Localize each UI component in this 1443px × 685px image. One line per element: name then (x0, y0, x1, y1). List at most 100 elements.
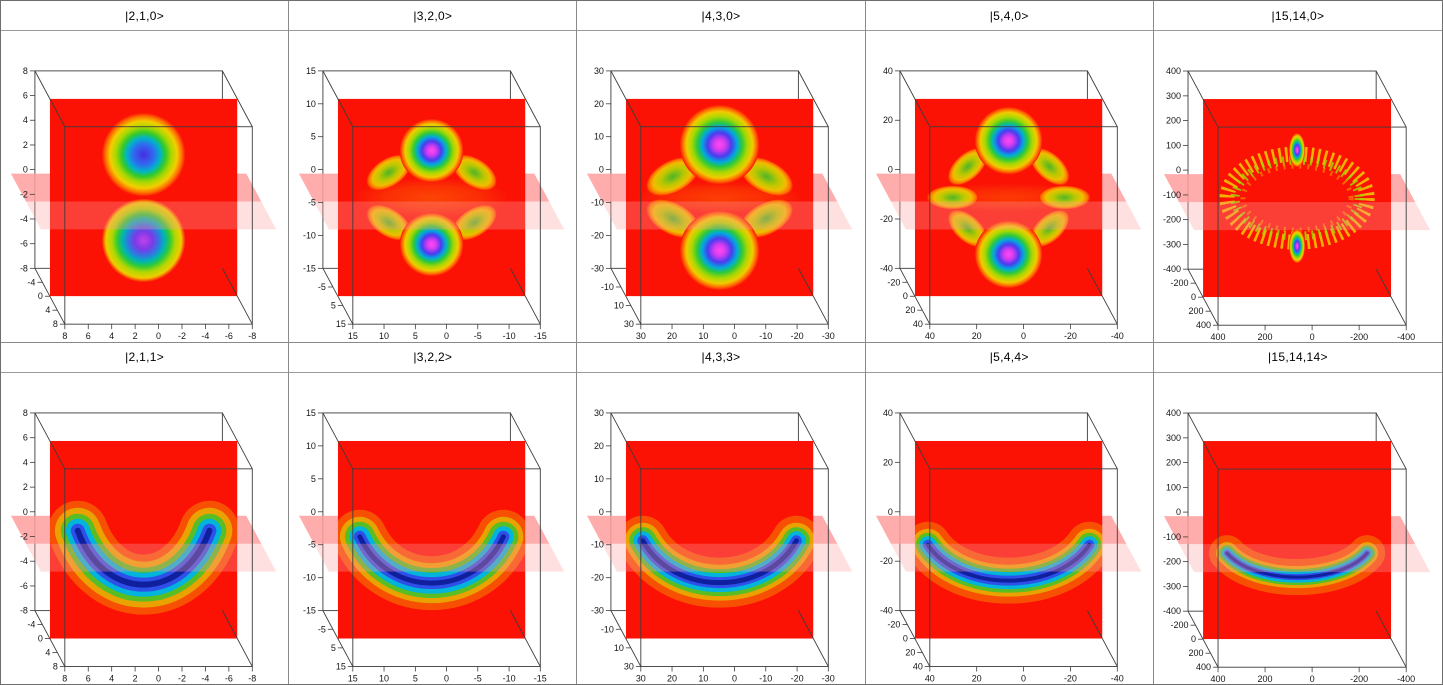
svg-text:200: 200 (1257, 332, 1272, 342)
svg-text:10: 10 (614, 642, 624, 652)
subplot-title: |2,1,1> (1, 343, 289, 373)
svg-text:-15: -15 (303, 263, 316, 273)
svg-text:20: 20 (905, 647, 915, 657)
svg-text:-6: -6 (20, 239, 28, 249)
svg-text:20: 20 (971, 673, 981, 683)
svg-text:400: 400 (1166, 408, 1181, 418)
svg-text:-6: -6 (225, 331, 233, 341)
svg-text:20: 20 (667, 673, 677, 683)
svg-text:-6: -6 (20, 580, 28, 590)
svg-text:200: 200 (1166, 457, 1181, 467)
svg-text:20: 20 (905, 305, 915, 315)
svg-text:-400: -400 (1397, 674, 1415, 684)
subplot-title: |3,2,0> (289, 1, 577, 31)
subplot-title: |3,2,2> (289, 343, 577, 373)
svg-text:-300: -300 (1163, 581, 1181, 591)
svg-text:0: 0 (599, 506, 604, 516)
svg-text:0: 0 (156, 331, 161, 341)
density-slice (338, 98, 526, 297)
svg-text:20: 20 (883, 457, 893, 467)
svg-text:0: 0 (23, 165, 28, 175)
svg-text:-30: -30 (591, 605, 604, 615)
subplot-cell-2: |3,2,0> 15 10 5 0 -5 -10 -15 15 10 5 0 -5 -10 -15 -5 5 1… (289, 1, 578, 343)
svg-text:0: 0 (156, 673, 161, 683)
svg-text:0: 0 (311, 165, 316, 175)
svg-text:-100: -100 (1163, 531, 1181, 541)
subplot-cell-5: |15,14,0> 400 300 200 100 0 -100 -200 -300 -400 4… (1153, 1, 1442, 343)
svg-text:-20: -20 (591, 230, 604, 240)
svg-text:10: 10 (379, 331, 389, 341)
svg-text:-200: -200 (1170, 620, 1188, 630)
subplot-cell-10: |15,14,14> 400 300 200 100 0 -100 -200 -300 -400… (1153, 342, 1442, 684)
svg-text:-5: -5 (308, 198, 316, 208)
svg-text:0: 0 (599, 165, 604, 175)
svg-text:400: 400 (1210, 674, 1225, 684)
svg-text:5: 5 (331, 301, 336, 311)
svg-text:0: 0 (1191, 634, 1196, 644)
svg-text:40: 40 (883, 407, 893, 417)
svg-text:0: 0 (38, 291, 43, 301)
svg-text:40: 40 (883, 66, 893, 76)
subplot-title: |4,3,3> (577, 343, 865, 373)
svg-text:4: 4 (23, 115, 28, 125)
svg-text:-5: -5 (318, 624, 326, 634)
subplot-plot-area: 400 300 200 100 0 -100 -200 -300 -400 400 200 0 -200… (1154, 31, 1442, 342)
subplot-plot-area: 30 20 10 0 -10 -20 -30 30 20 10 0 -10 -20 -30 -10 10 30 (577, 373, 864, 685)
svg-text:0: 0 (732, 673, 737, 683)
svg-text:-300: -300 (1163, 239, 1181, 249)
svg-text:20: 20 (594, 440, 604, 450)
cut-plane-front (25, 543, 277, 572)
svg-text:15: 15 (336, 319, 346, 329)
subplot-title: |5,4,4> (865, 343, 1153, 373)
svg-text:15: 15 (306, 407, 316, 417)
svg-text:0: 0 (1309, 674, 1314, 684)
svg-text:4: 4 (45, 647, 50, 657)
svg-text:6: 6 (86, 331, 91, 341)
svg-text:-20: -20 (791, 673, 804, 683)
svg-text:5: 5 (413, 331, 418, 341)
svg-text:0: 0 (23, 506, 28, 516)
svg-text:0: 0 (902, 291, 907, 301)
svg-text:200: 200 (1257, 674, 1272, 684)
svg-text:100: 100 (1166, 482, 1181, 492)
svg-text:20: 20 (594, 99, 604, 109)
svg-text:-8: -8 (20, 605, 28, 615)
svg-text:10: 10 (594, 132, 604, 142)
svg-text:-10: -10 (601, 624, 614, 634)
svg-text:-15: -15 (303, 605, 316, 615)
svg-text:0: 0 (311, 506, 316, 516)
svg-text:-400: -400 (1397, 332, 1415, 342)
subplot-title: |5,4,0> (865, 1, 1153, 31)
svg-text:-20: -20 (1064, 673, 1077, 683)
subplot-title: |4,3,0> (577, 1, 865, 31)
svg-text:40: 40 (912, 661, 922, 671)
density-slice (49, 98, 238, 297)
svg-text:-200: -200 (1163, 215, 1181, 225)
svg-text:400: 400 (1196, 662, 1211, 672)
cut-plane-front (602, 201, 853, 230)
svg-text:30: 30 (636, 673, 646, 683)
subplot-plot-area: 40 20 0 -20 -40 40 20 0 -20 -40 -20 0 20 40 (866, 31, 1153, 342)
svg-text:-20: -20 (591, 572, 604, 582)
cut-plane-front (890, 543, 1141, 572)
cut-plane-front (314, 543, 565, 572)
svg-text:-8: -8 (20, 263, 28, 273)
svg-text:-200: -200 (1163, 556, 1181, 566)
subplot-cell-3: |4,3,0> 30 20 10 0 -10 -20 -30 30 20 10 0 -10 -20 -30… (577, 1, 866, 343)
svg-text:-8: -8 (248, 673, 256, 683)
subplot-title: |15,14,14> (1153, 343, 1442, 373)
subplot-plot-area: 8 6 4 2 0 -2 -4 -6 -8 8 6 4 2 0 -2 -4 -6 -8 -4 0 4 8 (1, 31, 288, 342)
density-slice (626, 98, 814, 297)
density-slice (1202, 99, 1391, 298)
subplot-plot-area: 15 10 5 0 -5 -10 -15 15 10 5 0 -5 -10 -15 -5 5 15 (289, 31, 576, 342)
svg-text:5: 5 (331, 642, 336, 652)
svg-text:0: 0 (1021, 673, 1026, 683)
svg-text:8: 8 (53, 661, 58, 671)
subplot-plot-area: 30 20 10 0 -10 -20 -30 30 20 10 0 -10 -20 -30 -10 10 30 (577, 31, 864, 342)
